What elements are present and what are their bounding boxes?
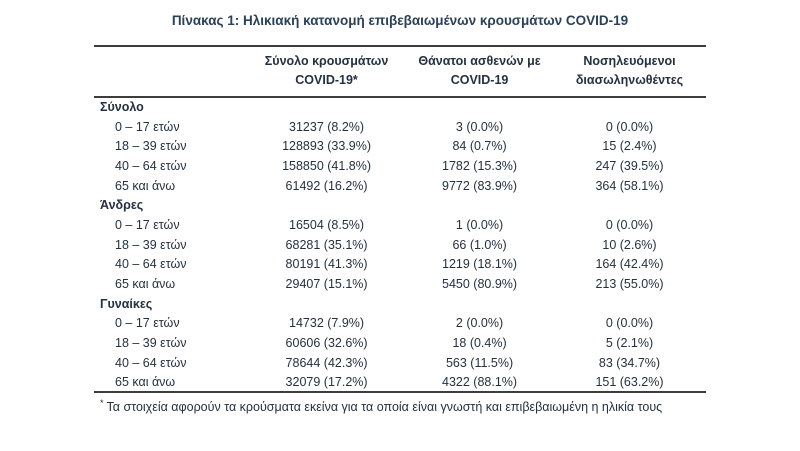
col-header-intubated: Νοσηλευόμενοι διασωληνωθέντες (552, 46, 706, 98)
age-group-label: 18 – 39 ετών (115, 139, 187, 154)
table-row: 40 – 64 ετών 78644 (42.3%) 563 (11.5%) 8… (94, 353, 706, 373)
section-label: Άνδρες (100, 198, 144, 213)
intubated-value: 247 (39.5%) (595, 158, 664, 173)
cases-value: 32079 (17.2%) (285, 374, 368, 389)
table-row: 40 – 64 ετών 80191 (41.3%) 1219 (18.1%) … (94, 255, 706, 275)
table-row: 18 – 39 ετών 68281 (35.1%) 66 (1.0%) 10 … (94, 235, 706, 255)
cases-value: 61492 (16.2%) (285, 178, 368, 193)
table-row: 40 – 64 ετών 158850 (41.8%) 1782 (15.3%)… (94, 156, 706, 176)
age-group-label: 65 και άνω (115, 374, 176, 389)
cases-value: 78644 (42.3%) (285, 355, 368, 370)
intubated-value: 15 (2.4%) (602, 139, 657, 154)
age-group-label: 40 – 64 ετών (115, 355, 187, 370)
deaths-value: 1782 (15.3%) (442, 158, 518, 173)
age-group-label: 65 και άνω (115, 277, 176, 292)
col-header-line: Νοσηλευόμενοι (583, 54, 676, 68)
footnote-asterisk: * (100, 398, 104, 409)
col-header-line: διασωληνωθέντες (575, 73, 684, 87)
intubated-value: 151 (63.2%) (595, 374, 664, 389)
age-group-label: 65 και άνω (115, 178, 176, 193)
deaths-value: 66 (1.0%) (452, 237, 507, 252)
intubated-value: 213 (55.0%) (595, 277, 664, 292)
intubated-value: 0 (0.0%) (605, 217, 654, 232)
table-row: 18 – 39 ετών 60606 (32.6%) 18 (0.4%) 5 (… (94, 333, 706, 353)
table-row: 65 και άνω 32079 (17.2%) 4322 (88.1%) 15… (94, 373, 706, 393)
cases-value: 14732 (7.9%) (289, 316, 365, 331)
cases-value: 16504 (8.5%) (289, 217, 365, 232)
col-header-total-cases: Σύνολο κρουσμάτων COVID-19* (247, 46, 407, 98)
table-row: 18 – 39 ετών 128893 (33.9%) 84 (0.7%) 15… (94, 136, 706, 156)
section-label: Σύνολο (100, 100, 144, 115)
intubated-value: 10 (2.6%) (602, 237, 657, 252)
table-row: 0 – 17 ετών 16504 (8.5%) 1 (0.0%) 0 (0.0… (94, 215, 706, 235)
cases-value: 60606 (32.6%) (285, 336, 368, 351)
footnote-text: Τα στοιχεία αφορούν τα κρούσματα εκείνα … (106, 400, 663, 415)
cases-value: 29407 (15.1%) (285, 277, 368, 292)
age-group-label: 0 – 17 ετών (115, 119, 180, 134)
section-header-row: Σύνολο (94, 97, 706, 117)
intubated-value: 364 (58.1%) (595, 178, 664, 193)
section-header-row: Άνδρες (94, 195, 706, 215)
covid-age-table: Σύνολο κρουσμάτων COVID-19* Θάνατοι ασθε… (94, 45, 706, 394)
deaths-value: 18 (0.4%) (452, 336, 507, 351)
deaths-value: 1219 (18.1%) (442, 257, 518, 272)
cases-value: 128893 (33.9%) (282, 139, 372, 154)
deaths-value: 563 (11.5%) (445, 355, 514, 370)
table-row: 0 – 17 ετών 31237 (8.2%) 3 (0.0%) 0 (0.0… (94, 117, 706, 137)
intubated-value: 0 (0.0%) (605, 119, 654, 134)
table-row: 65 και άνω 61492 (16.2%) 9772 (83.9%) 36… (94, 176, 706, 196)
table-title: Πίνακας 1: Ηλικιακή κατανομή επιβεβαιωμέ… (171, 13, 629, 28)
age-group-label: 0 – 17 ετών (115, 217, 180, 232)
col-header-deaths: Θάνατοι ασθενών με COVID-19 (406, 46, 553, 98)
deaths-value: 5450 (80.9%) (442, 277, 518, 292)
corner-cell (94, 46, 247, 98)
intubated-value: 5 (2.1%) (605, 336, 654, 351)
table-row: 65 και άνω 29407 (15.1%) 5450 (80.9%) 21… (94, 274, 706, 294)
deaths-value: 1 (0.0%) (455, 217, 504, 232)
section-label: Γυναίκες (100, 296, 153, 311)
age-group-label: 40 – 64 ετών (115, 158, 187, 173)
cases-value: 68281 (35.1%) (285, 237, 368, 252)
intubated-value: 83 (34.7%) (598, 355, 661, 370)
col-header-line: COVID-19 (450, 73, 509, 87)
deaths-value: 84 (0.7%) (452, 139, 507, 154)
age-group-label: 40 – 64 ετών (115, 257, 187, 272)
deaths-value: 9772 (83.9%) (442, 178, 518, 193)
cases-value: 158850 (41.8%) (282, 158, 372, 173)
col-header-line: Σύνολο κρουσμάτων (264, 54, 389, 68)
cases-value: 80191 (41.3%) (285, 257, 368, 272)
col-header-line: COVID-19* (295, 73, 358, 87)
cases-value: 31237 (8.2%) (289, 119, 365, 134)
intubated-value: 164 (42.4%) (595, 257, 664, 272)
deaths-value: 4322 (88.1%) (442, 374, 518, 389)
section-header-row: Γυναίκες (94, 294, 706, 314)
header-row: Σύνολο κρουσμάτων COVID-19* Θάνατοι ασθε… (94, 46, 706, 98)
intubated-value: 0 (0.0%) (605, 316, 654, 331)
table-figure: Πίνακας 1: Ηλικιακή κατανομή επιβεβαιωμέ… (94, 0, 706, 414)
table-footnote: * Τα στοιχεία αφορούν τα κρούσματα εκείνα… (94, 393, 706, 414)
age-group-label: 18 – 39 ετών (115, 237, 187, 252)
col-header-line: Θάνατοι ασθενών με (418, 54, 541, 68)
table-row: 0 – 17 ετών 14732 (7.9%) 2 (0.0%) 0 (0.0… (94, 314, 706, 334)
age-group-label: 18 – 39 ετών (115, 336, 187, 351)
age-group-label: 0 – 17 ετών (115, 316, 180, 331)
deaths-value: 3 (0.0%) (455, 119, 504, 134)
deaths-value: 2 (0.0%) (455, 316, 504, 331)
